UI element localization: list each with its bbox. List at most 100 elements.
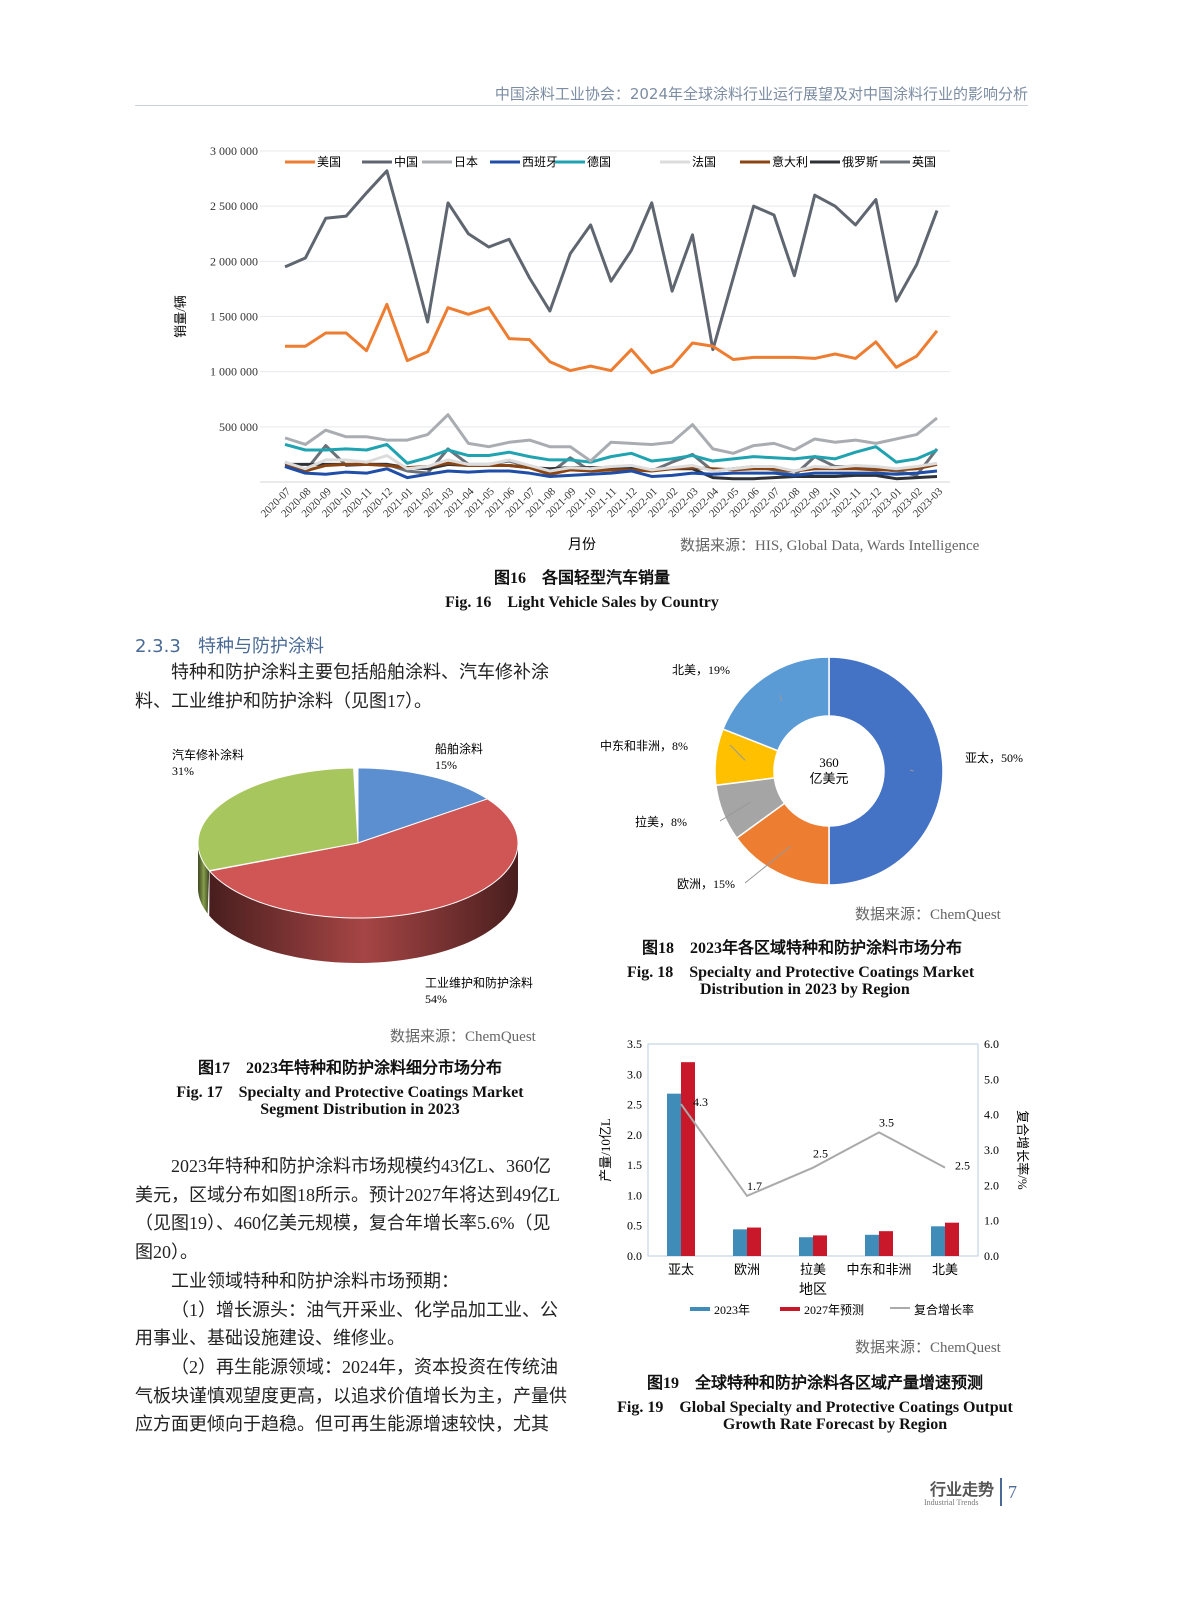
- fig17-caption-en-1: Fig. 17 Specialty and Protective Coating…: [176, 1084, 524, 1101]
- series-line-法国: [284, 454, 938, 473]
- bar-2023年-拉美: [799, 1237, 813, 1256]
- x-tick-label: 亚太: [668, 1262, 694, 1277]
- y-tick-label: 2.5: [627, 1098, 642, 1112]
- legend-label: 日本: [454, 155, 478, 169]
- donut-center-value: 360: [819, 755, 839, 770]
- y2-tick-label: 2.0: [984, 1178, 999, 1192]
- fig16-caption-cn: 图16 各国轻型汽车销量: [493, 570, 670, 587]
- y-tick-label: 1 000 000: [210, 365, 258, 379]
- fig18-source: 数据来源：ChemQuest: [855, 903, 1001, 924]
- legend-label: 复合增长率: [914, 1302, 974, 1317]
- source-value: HIS, Global Data, Wards Intelligence: [755, 538, 980, 554]
- fig19-caption-en-2: Growth Rate Forecast by Region: [722, 1416, 948, 1433]
- paragraph-intro: 特种和防护涂料主要包括船舶涂料、汽车修补涂料、工业维护和防护涂料（见图17）。: [135, 658, 567, 715]
- y-axis-label: 销量/辆: [173, 295, 188, 338]
- y-tick-label: 1.5: [627, 1158, 642, 1172]
- pie-slice-工业维护和防护涂料: [208, 798, 519, 919]
- pie-label: 汽车修补涂料: [172, 747, 244, 762]
- y2-axis-label: 复合增长率/%: [1015, 1110, 1030, 1190]
- bar-2027年预测-欧洲: [747, 1227, 761, 1256]
- legend-swatch: [780, 1307, 800, 1311]
- bar-2023年-中东和非洲: [865, 1234, 879, 1256]
- y2-tick-label: 0.0: [984, 1249, 999, 1263]
- bar-2023年-欧洲: [733, 1229, 747, 1256]
- data-label: 3.5: [879, 1115, 894, 1129]
- pie-label: 船舶涂料: [435, 741, 483, 756]
- legend-label: 中国: [394, 154, 418, 169]
- legend-label: 俄罗斯: [842, 155, 878, 169]
- y-tick-label: 3.5: [627, 1037, 642, 1051]
- x-tick-label: 北美: [932, 1262, 958, 1277]
- fig16-caption-en: Fig. 16 Light Vehicle Sales by Country: [445, 594, 719, 611]
- bar-2027年预测-亚太: [681, 1062, 695, 1256]
- section-title: 特种与防护涂料: [197, 636, 324, 657]
- paragraph-text: 特种和防护涂料主要包括船舶涂料、汽车修补涂料、工业维护和防护涂料（见图17）。: [135, 662, 549, 711]
- y-tick-label: 3 000 000: [210, 144, 258, 158]
- y2-tick-label: 5.0: [984, 1072, 999, 1086]
- series-line-中国: [284, 169, 939, 352]
- bar-2027年预测-中东和非洲: [879, 1231, 893, 1256]
- y2-tick-label: 3.0: [984, 1143, 999, 1157]
- leader-line: [909, 769, 914, 772]
- legend-label: 英国: [912, 155, 936, 169]
- source-value: ChemQuest: [930, 1340, 1001, 1356]
- pie-chart-segment-distribution: 船舶涂料 15% 工业维护和防护涂料 54% 汽车修补涂料 31%: [172, 741, 533, 1006]
- y2-tick-label: 1.0: [984, 1214, 999, 1228]
- legend-label: 德国: [587, 154, 611, 169]
- source-label: 数据来源：: [680, 538, 756, 554]
- body-paragraph: （1）增长源头：油气开采业、化学品加工业、公用事业、基础设施建设、维修业。: [135, 1299, 558, 1349]
- y2-tick-label: 4.0: [984, 1108, 999, 1122]
- legend-swatch: [890, 1307, 910, 1309]
- fig18-caption-en-2: Distribution in 2023 by Region: [700, 981, 910, 998]
- body-paragraph: 2023年特种和防护涂料市场规模约43亿L、360亿美元，区域分布如图18所示。…: [135, 1156, 560, 1263]
- section-heading: 2.3.3 特种与防护涂料: [135, 632, 324, 658]
- data-label: 2.5: [955, 1159, 970, 1173]
- data-label: 4.3: [693, 1095, 708, 1109]
- leader-line: [719, 801, 751, 822]
- source-label: 数据来源：: [390, 1029, 466, 1045]
- fig18-caption-cn: 图18 2023年各区域特种和防护涂料市场分布: [642, 940, 963, 957]
- legend-label: 西班牙: [522, 155, 558, 169]
- footer-column-subtitle: Industrial Trends: [924, 1498, 979, 1507]
- bar-2027年预测-北美: [945, 1222, 959, 1256]
- pie-value-label: 54%: [425, 992, 447, 1006]
- leader-line: [729, 744, 746, 761]
- y-tick-label: 0.5: [627, 1219, 642, 1233]
- source-label: 数据来源：: [855, 907, 931, 923]
- legend-label: 意大利: [772, 154, 808, 169]
- donut-slice-北美: [722, 656, 830, 752]
- pie-side-汽车修补涂料: [198, 845, 210, 914]
- pie-label: 工业维护和防护涂料: [425, 975, 533, 990]
- fig17-source: 数据来源：ChemQuest: [390, 1025, 536, 1046]
- donut-center-unit: 亿美元: [809, 771, 848, 786]
- y-tick-label: 2 500 000: [210, 199, 258, 213]
- pie-value-label: 15%: [435, 758, 457, 772]
- source-label: 数据来源：: [855, 1340, 931, 1356]
- legend-label: 法国: [692, 155, 716, 169]
- body-paragraph: 工业领域特种和防护涂料市场预期：: [171, 1270, 459, 1291]
- data-label: 2.5: [813, 1147, 828, 1161]
- x-tick-label: 欧洲: [734, 1262, 760, 1277]
- y-tick-label: 0.0: [627, 1249, 642, 1263]
- y-tick-label: 3.0: [627, 1067, 642, 1081]
- bar-line-chart-output-forecast: 0.0 0.5 1.0 1.5 2.0 2.5 3.0 3.5 0.0 1.0 2.0 3.0 4.0 5…: [598, 1037, 1030, 1317]
- header-divider: [135, 105, 1028, 106]
- footer-divider: [1000, 1478, 1002, 1506]
- y-tick-label: 1.0: [627, 1188, 642, 1202]
- pie-value-label: 31%: [172, 764, 194, 778]
- y-tick-label: 500 000: [219, 420, 258, 434]
- x-axis-label: 月份: [568, 537, 596, 553]
- y-tick-label: 1 500 000: [210, 310, 258, 324]
- source-value: ChemQuest: [465, 1029, 536, 1045]
- legend-label: 2027年预测: [804, 1303, 864, 1317]
- donut-label: 中东和非洲，8%: [600, 738, 688, 753]
- source-value: ChemQuest: [930, 907, 1001, 923]
- body-text: 2023年特种和防护涂料市场规模约43亿L、360亿美元，区域分布如图18所示。…: [135, 1152, 567, 1439]
- bar-2023年-亚太: [667, 1093, 681, 1256]
- fig19-caption-cn: 图19 全球特种和防护涂料各区域产量增速预测: [646, 1375, 983, 1392]
- footer-column-title: 行业走势: [930, 1480, 995, 1499]
- page-number: 7: [1008, 1482, 1017, 1502]
- donut-label: 拉美，8%: [635, 814, 687, 829]
- legend-swatch: [690, 1307, 710, 1311]
- bar-2027年预测-拉美: [813, 1235, 827, 1256]
